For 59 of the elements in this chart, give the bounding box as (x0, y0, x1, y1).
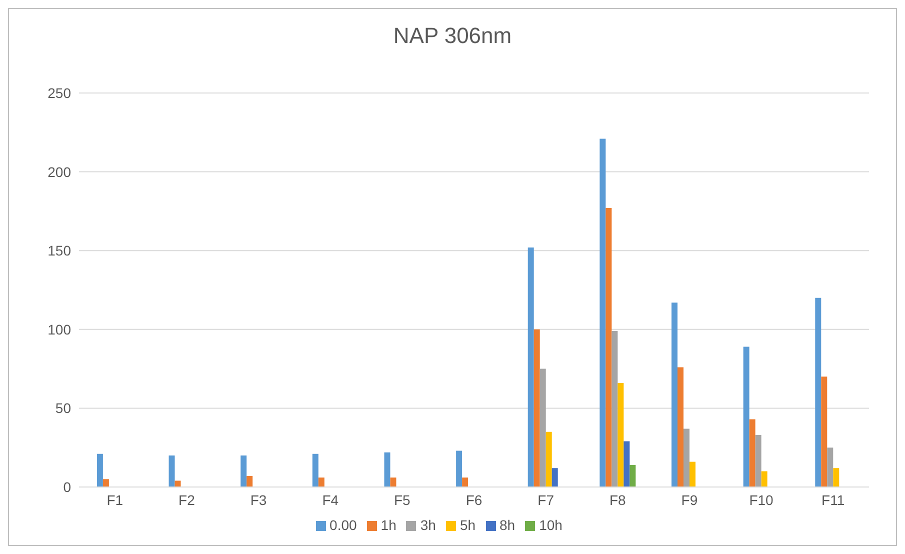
y-tick-label: 250 (48, 84, 72, 101)
bar (456, 450, 462, 487)
bar (749, 419, 756, 487)
bar (462, 478, 468, 487)
bar (174, 480, 181, 487)
bar (390, 478, 396, 487)
bar (833, 468, 840, 487)
bar (528, 247, 534, 487)
bar (821, 376, 828, 487)
bar (612, 330, 618, 487)
bar (630, 464, 636, 487)
bar (815, 298, 822, 487)
bar (606, 208, 612, 487)
bar (618, 382, 624, 487)
bar (672, 302, 678, 487)
bar (684, 428, 690, 487)
legend-label: 10h (539, 517, 562, 533)
x-tick-label: F5 (394, 492, 411, 508)
legend-label: 5h (460, 517, 476, 533)
bar (546, 432, 552, 487)
bar (600, 138, 606, 487)
x-tick-label: F11 (822, 492, 845, 508)
x-tick-label: F4 (322, 492, 339, 508)
bar (552, 468, 558, 487)
bar (540, 368, 546, 487)
bar (318, 478, 324, 487)
bar (240, 455, 247, 487)
legend-label: 8h (500, 517, 516, 533)
bar (827, 448, 834, 487)
bar (312, 454, 318, 487)
bar (102, 479, 109, 487)
bar (534, 329, 540, 487)
y-tick-label: 150 (48, 242, 72, 259)
bar (624, 441, 630, 487)
x-tick-label: F2 (178, 492, 196, 508)
y-tick-label: 50 (55, 400, 72, 416)
x-tick-label: F3 (250, 492, 267, 508)
bar (678, 367, 684, 487)
x-tick-label: F8 (609, 492, 626, 508)
x-tick-label: F1 (106, 492, 124, 508)
y-tick-label: 100 (48, 321, 72, 338)
y-tick-label: 200 (48, 164, 72, 180)
chart-title: NAP 306nm (392, 22, 513, 50)
legend-label: 3h (420, 517, 436, 533)
x-tick-label: F10 (749, 492, 774, 508)
x-tick-label: F7 (538, 492, 554, 508)
bar (690, 462, 696, 487)
bar (168, 455, 175, 487)
x-tick-label: F6 (466, 492, 482, 508)
bar (96, 454, 103, 487)
bar (761, 471, 768, 487)
y-tick-label: 0 (63, 478, 72, 495)
bar (743, 346, 750, 487)
legend-label: 0.00 (330, 517, 357, 533)
bar (246, 476, 253, 487)
x-tick-label: F9 (681, 492, 698, 508)
bar (755, 434, 762, 487)
legend-label: 1h (380, 517, 396, 533)
bar (384, 452, 390, 487)
